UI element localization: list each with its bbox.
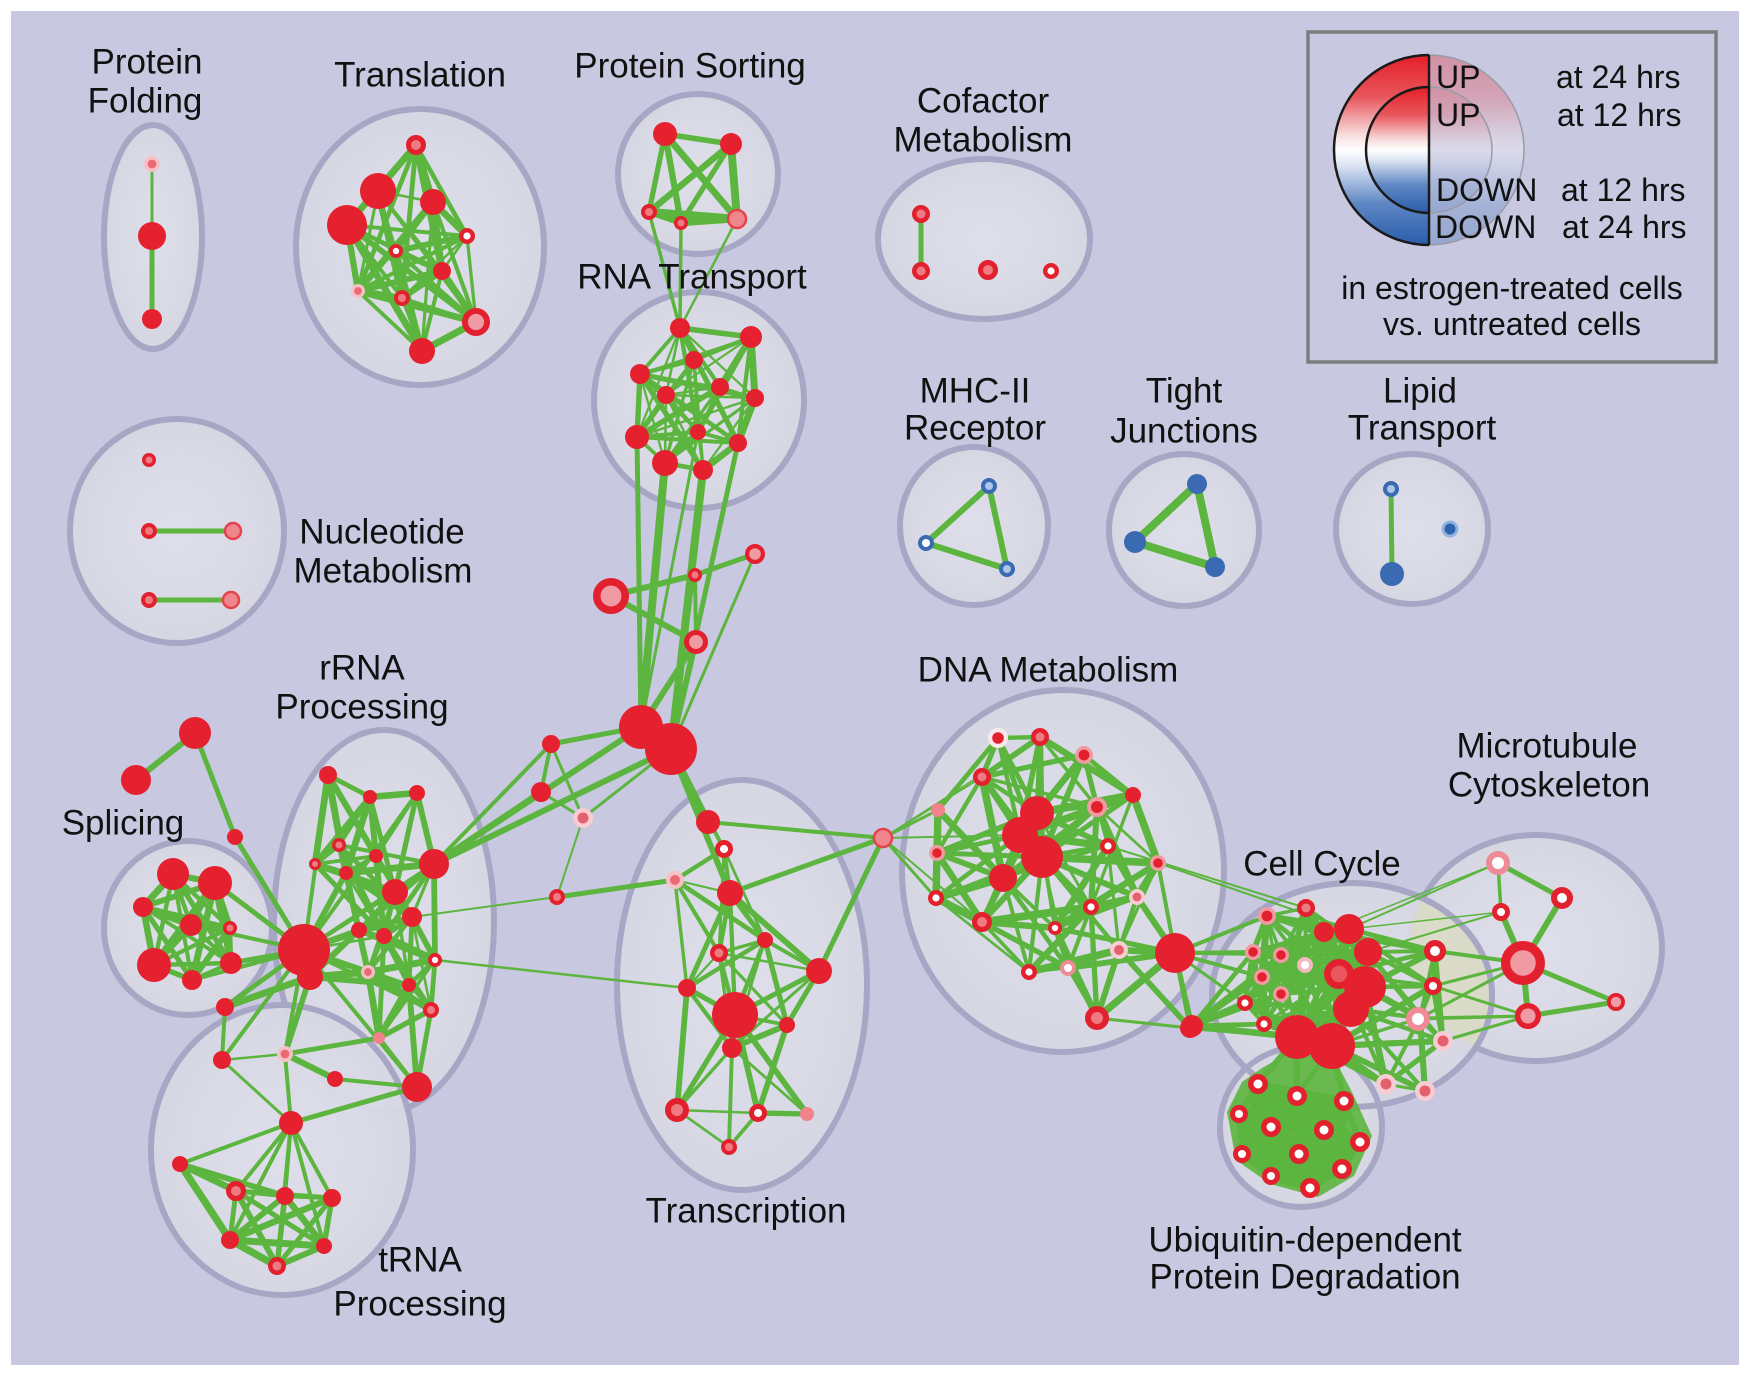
svg-text:RNA Transport: RNA Transport [577, 258, 807, 297]
svg-text:at 24 hrs: at 24 hrs [1562, 209, 1687, 245]
svg-text:Splicing: Splicing [62, 804, 185, 843]
svg-text:DNA Metabolism: DNA Metabolism [918, 651, 1179, 690]
svg-text:Junctions: Junctions [1110, 412, 1258, 451]
svg-text:UP: UP [1436, 97, 1480, 133]
svg-text:Cofactor: Cofactor [917, 82, 1050, 121]
svg-text:tRNA: tRNA [378, 1241, 462, 1280]
svg-text:Transport: Transport [1348, 409, 1497, 448]
svg-text:rRNA: rRNA [319, 649, 405, 688]
svg-text:MHC-II: MHC-II [920, 372, 1031, 411]
svg-text:Receptor: Receptor [904, 409, 1046, 448]
svg-text:DOWN: DOWN [1435, 209, 1536, 245]
svg-text:Metabolism: Metabolism [894, 121, 1073, 160]
svg-text:Protein Degradation: Protein Degradation [1149, 1258, 1460, 1297]
svg-text:Metabolism: Metabolism [294, 552, 473, 591]
svg-text:Transcription: Transcription [646, 1192, 847, 1231]
svg-text:Translation: Translation [334, 56, 506, 95]
svg-text:Nucleotide: Nucleotide [299, 513, 464, 552]
svg-text:Protein Sorting: Protein Sorting [574, 47, 806, 86]
svg-text:Lipid: Lipid [1383, 372, 1457, 411]
svg-text:Tight: Tight [1146, 372, 1223, 411]
svg-text:Ubiquitin-dependent: Ubiquitin-dependent [1148, 1221, 1462, 1260]
svg-text:Cytoskeleton: Cytoskeleton [1448, 766, 1650, 805]
svg-text:at 24 hrs: at 24 hrs [1556, 59, 1681, 95]
svg-text:Processing: Processing [275, 688, 448, 727]
svg-text:Cell Cycle: Cell Cycle [1243, 845, 1401, 884]
svg-text:DOWN: DOWN [1436, 172, 1537, 208]
svg-text:Microtubule: Microtubule [1457, 727, 1638, 766]
svg-text:vs. untreated cells: vs. untreated cells [1383, 306, 1641, 342]
svg-text:Protein: Protein [92, 43, 203, 82]
svg-text:UP: UP [1436, 59, 1480, 95]
svg-text:in estrogen-treated cells: in estrogen-treated cells [1341, 270, 1683, 306]
svg-text:Folding: Folding [88, 82, 203, 121]
svg-text:at 12 hrs: at 12 hrs [1561, 172, 1686, 208]
svg-text:Processing: Processing [333, 1285, 506, 1324]
svg-text:at 12 hrs: at 12 hrs [1557, 97, 1682, 133]
